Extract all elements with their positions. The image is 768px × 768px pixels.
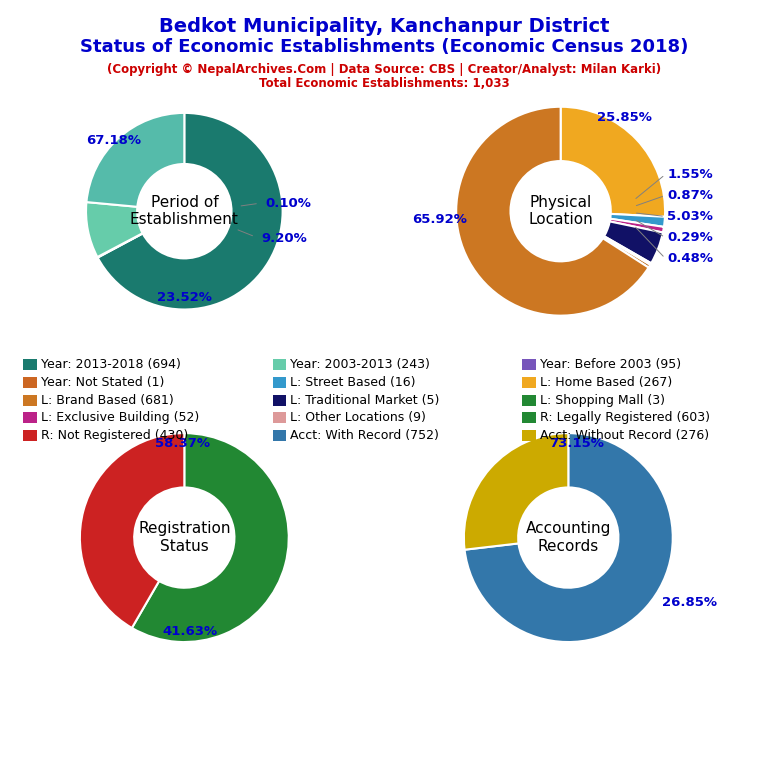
Text: 23.52%: 23.52% <box>157 291 212 304</box>
Text: Accounting
Records: Accounting Records <box>525 521 611 554</box>
Text: Acct: Without Record (276): Acct: Without Record (276) <box>540 429 709 442</box>
Wedge shape <box>86 202 143 257</box>
Text: Acct: With Record (752): Acct: With Record (752) <box>290 429 439 442</box>
Wedge shape <box>464 433 568 550</box>
Wedge shape <box>98 233 143 257</box>
Text: L: Other Locations (9): L: Other Locations (9) <box>290 412 426 424</box>
Text: Total Economic Establishments: 1,033: Total Economic Establishments: 1,033 <box>259 77 509 90</box>
Text: L: Home Based (267): L: Home Based (267) <box>540 376 672 389</box>
Text: Bedkot Municipality, Kanchanpur District: Bedkot Municipality, Kanchanpur District <box>159 17 609 36</box>
Text: 1.55%: 1.55% <box>667 168 713 181</box>
Text: 25.85%: 25.85% <box>598 111 652 124</box>
Text: L: Shopping Mall (3): L: Shopping Mall (3) <box>540 394 665 406</box>
Text: 26.85%: 26.85% <box>662 596 717 609</box>
Text: 67.18%: 67.18% <box>86 134 141 147</box>
Wedge shape <box>456 107 648 316</box>
Wedge shape <box>604 221 663 263</box>
Text: L: Brand Based (681): L: Brand Based (681) <box>41 394 174 406</box>
Wedge shape <box>604 237 651 265</box>
Text: Year: 2003-2013 (243): Year: 2003-2013 (243) <box>290 359 430 371</box>
Text: 41.63%: 41.63% <box>162 625 217 638</box>
Text: 9.20%: 9.20% <box>261 232 306 245</box>
Text: (Copyright © NepalArchives.Com | Data Source: CBS | Creator/Analyst: Milan Karki: (Copyright © NepalArchives.Com | Data So… <box>107 63 661 76</box>
Text: 58.37%: 58.37% <box>155 437 210 450</box>
Wedge shape <box>603 237 650 267</box>
Text: L: Traditional Market (5): L: Traditional Market (5) <box>290 394 439 406</box>
Wedge shape <box>561 107 665 217</box>
Text: Year: 2013-2018 (694): Year: 2013-2018 (694) <box>41 359 180 371</box>
Wedge shape <box>80 433 184 628</box>
Text: 0.87%: 0.87% <box>667 189 713 202</box>
Text: Status of Economic Establishments (Economic Census 2018): Status of Economic Establishments (Econo… <box>80 38 688 56</box>
Wedge shape <box>87 113 184 207</box>
Wedge shape <box>611 214 665 227</box>
Text: 0.48%: 0.48% <box>667 252 713 265</box>
Text: L: Street Based (16): L: Street Based (16) <box>290 376 415 389</box>
Wedge shape <box>465 433 673 642</box>
Text: 0.10%: 0.10% <box>265 197 311 210</box>
Text: 65.92%: 65.92% <box>412 213 467 226</box>
Text: 73.15%: 73.15% <box>550 437 604 450</box>
Text: Year: Not Stated (1): Year: Not Stated (1) <box>41 376 164 389</box>
Text: R: Not Registered (430): R: Not Registered (430) <box>41 429 188 442</box>
Text: 5.03%: 5.03% <box>667 210 713 223</box>
Wedge shape <box>98 113 283 310</box>
Wedge shape <box>610 219 664 233</box>
Text: R: Legally Registered (603): R: Legally Registered (603) <box>540 412 710 424</box>
Text: Period of
Establishment: Period of Establishment <box>130 195 239 227</box>
Text: 0.29%: 0.29% <box>667 231 713 243</box>
Text: L: Exclusive Building (52): L: Exclusive Building (52) <box>41 412 199 424</box>
Text: Registration
Status: Registration Status <box>138 521 230 554</box>
Wedge shape <box>132 433 289 642</box>
Text: Physical
Location: Physical Location <box>528 195 593 227</box>
Text: Year: Before 2003 (95): Year: Before 2003 (95) <box>540 359 681 371</box>
